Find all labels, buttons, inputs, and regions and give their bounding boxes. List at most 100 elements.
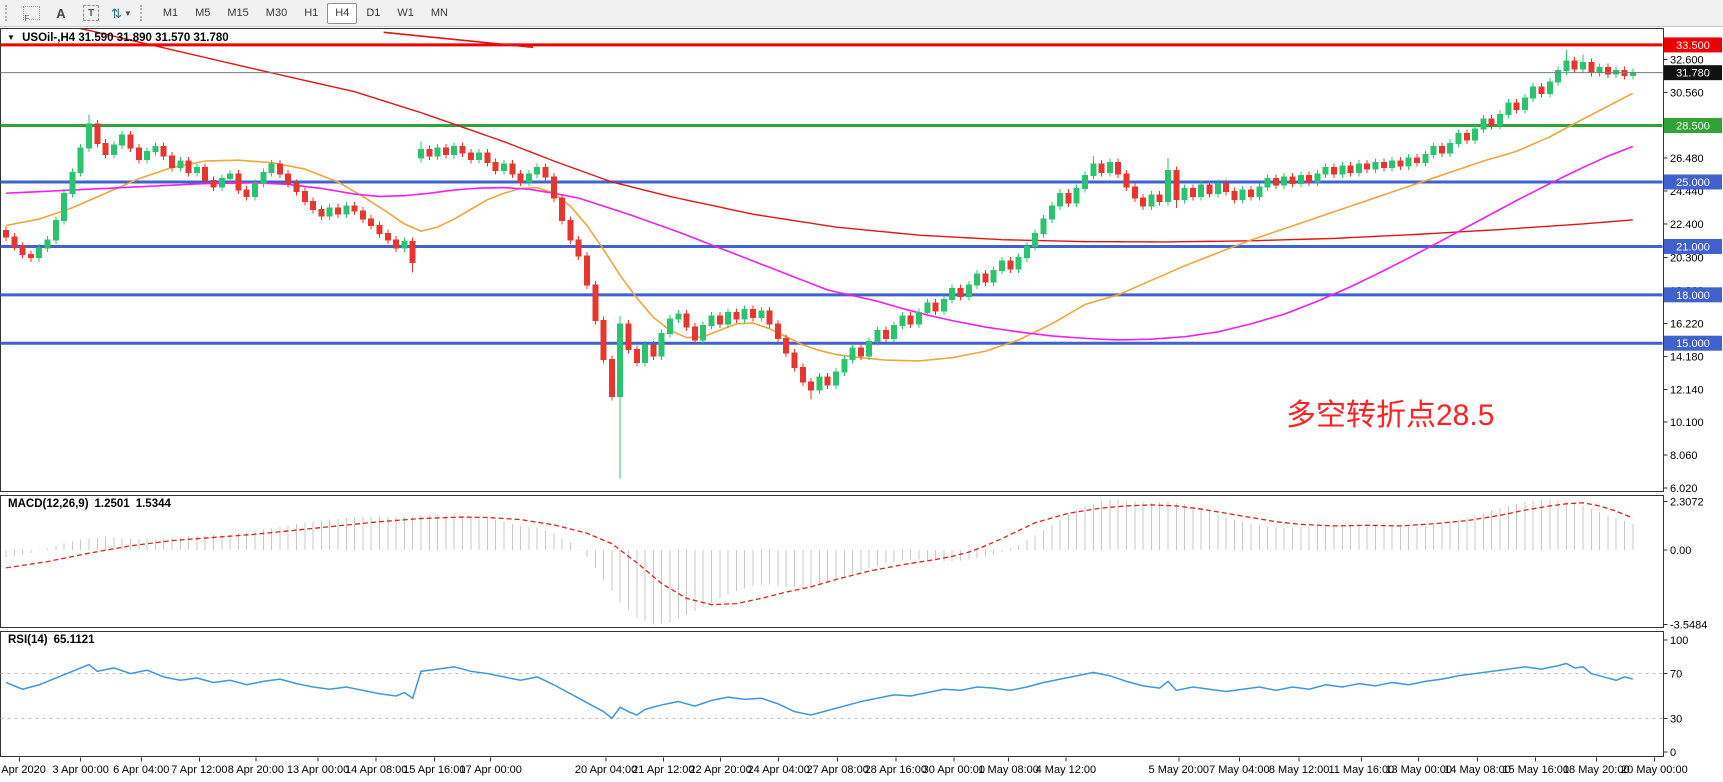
tf-button-D1[interactable]: D1 [366, 6, 381, 19]
candle-body [235, 173, 242, 191]
ohlc-values: 31.590 31.890 31.570 31.780 [78, 32, 229, 44]
price-tick: 30.560 [1670, 87, 1704, 99]
candle-body [268, 163, 275, 173]
toolbar-grip-2[interactable] [139, 5, 145, 21]
candle-body [1322, 166, 1329, 175]
candle-body [1530, 86, 1537, 99]
candle-body [725, 312, 732, 325]
tf-button-H4[interactable]: H4 [327, 2, 358, 24]
chevron-down-icon[interactable]: ▼ [7, 33, 15, 42]
candle-body [899, 315, 906, 326]
candle-body [1040, 218, 1047, 235]
svg-text:28.500: 28.500 [1676, 121, 1710, 133]
candle-body [774, 323, 781, 339]
time-label: 6 Apr 04:00 [113, 764, 169, 776]
candle-body [359, 210, 366, 220]
candle-body [550, 176, 557, 199]
tf-button-H1[interactable]: H1 [304, 6, 319, 19]
candle-body [326, 207, 333, 217]
candle-body [442, 147, 449, 156]
rsi-plot: 100 70 30 0 [0, 635, 1688, 759]
text-box-button[interactable]: T [76, 2, 106, 25]
candle-body [1364, 163, 1371, 170]
candle-body [1281, 176, 1288, 186]
tf-button-M30[interactable]: M30 [265, 6, 288, 19]
svg-text:25.000: 25.000 [1676, 177, 1710, 189]
tf-button-MN[interactable]: MN [430, 6, 448, 19]
candle-body [1538, 86, 1545, 94]
candle-body [1073, 187, 1080, 204]
candle-body [1488, 118, 1495, 127]
candle-body [1048, 205, 1055, 220]
toolbar-grip[interactable] [5, 5, 10, 21]
candle-body [1372, 162, 1379, 170]
candle-body [1264, 178, 1271, 188]
dropdown-caret-icon[interactable]: ▼ [123, 8, 132, 18]
candle-body [608, 358, 615, 397]
candle-body [127, 134, 134, 149]
candle-body [401, 241, 408, 249]
tf-button-M15[interactable]: M15 [227, 6, 249, 19]
candle-body [667, 318, 673, 335]
candle-body [1596, 66, 1603, 73]
candle-body [202, 166, 209, 181]
candle-body [1032, 233, 1039, 247]
candle-body [758, 310, 765, 318]
candle-body [700, 324, 707, 341]
candle-body [135, 147, 142, 160]
candle-body [841, 358, 848, 373]
candle-body [193, 166, 200, 173]
candle-body [567, 220, 574, 241]
candle-body [1563, 60, 1570, 72]
rsi-name: RSI(14) [8, 634, 48, 646]
f-grid-icon[interactable]: F [16, 2, 46, 25]
candle-body [243, 189, 250, 197]
tf-button-W1[interactable]: W1 [397, 6, 414, 19]
macd-name: MACD(12,26,9) [8, 498, 89, 510]
level-badge-15.000: 15.000 [1664, 335, 1722, 351]
candle-body [86, 123, 92, 149]
arrows-button[interactable]: ⇅ ▼ [106, 2, 137, 25]
candle-body [252, 183, 258, 197]
candle-body [857, 347, 864, 357]
time-label: 11 May 16:00 [1328, 764, 1394, 776]
time-label: 7 May 04:00 [1209, 764, 1270, 776]
candle-body [1405, 157, 1412, 167]
level-badge-25.000: 25.000 [1664, 174, 1722, 190]
rsi-line [5, 662, 1633, 720]
rsi-pane[interactable] [0, 631, 1664, 757]
candle-body [160, 145, 167, 157]
macd-tick: -3.5484 [1670, 620, 1707, 632]
tf-button-M5[interactable]: M5 [195, 6, 211, 19]
candle-body [642, 344, 649, 364]
candle-body [1447, 142, 1454, 154]
candle-body [808, 381, 815, 391]
candle-body [1239, 189, 1246, 201]
candle-body [791, 352, 798, 368]
candle-body [293, 183, 300, 193]
candle-body [451, 145, 458, 156]
price-pane[interactable] [0, 28, 1664, 492]
candle-body [285, 173, 292, 185]
candle-body [783, 337, 790, 354]
candle-body [874, 329, 881, 343]
level-badge-18.000: 18.000 [1664, 287, 1722, 303]
candle-body [484, 152, 491, 164]
annotation-text[interactable]: 多空转折点28.5 [1286, 399, 1495, 432]
candle-body [1082, 175, 1088, 189]
candle-body [301, 191, 308, 202]
text-label-button[interactable]: A [46, 2, 76, 25]
candle-body [1438, 145, 1445, 154]
time-label: 8 May 12:00 [1269, 764, 1330, 776]
macd-pane[interactable] [0, 495, 1664, 628]
candle-body [924, 302, 931, 314]
time-label: 15 May 16:00 [1502, 764, 1569, 776]
trendline[interactable] [383, 31, 534, 49]
time-label: 15 Apr 16:00 [403, 764, 465, 776]
tf-button-M1[interactable]: M1 [162, 6, 179, 19]
time-axis: 1 Apr 2020 3 Apr 00:00 6 Apr 04:007 Apr 12… [0, 757, 1688, 776]
macd-signal-value: 1.5344 [135, 498, 171, 510]
candle-body [1214, 183, 1221, 194]
